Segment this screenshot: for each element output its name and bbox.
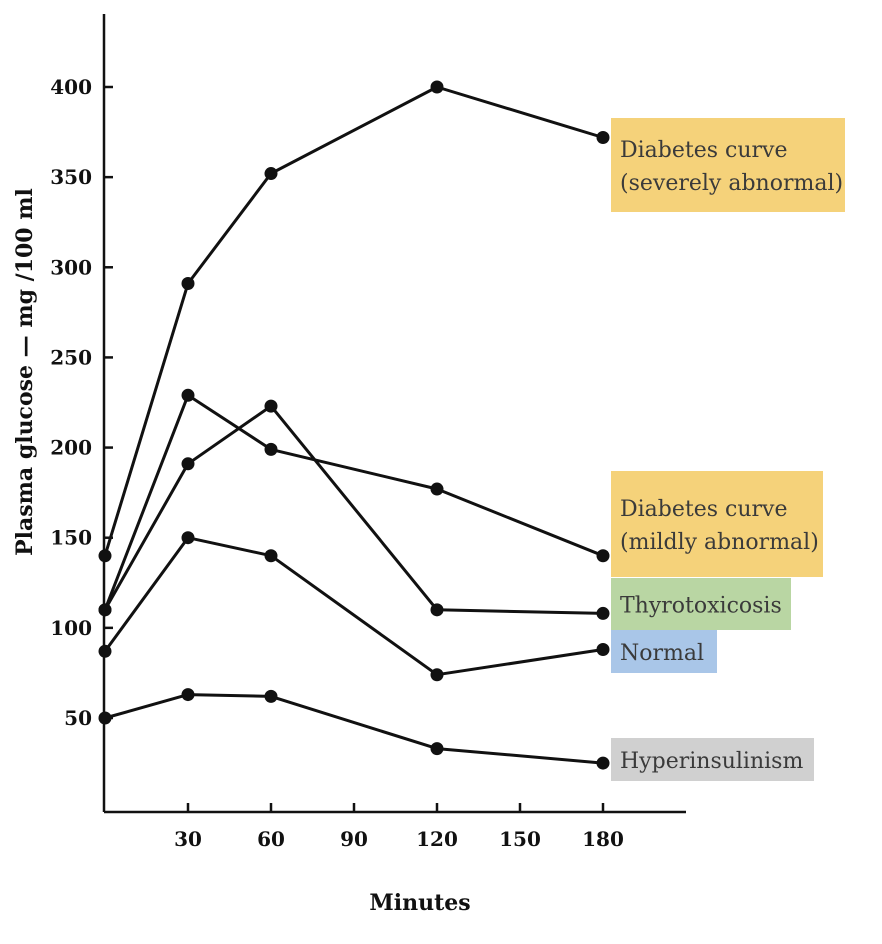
label-highlight (611, 578, 791, 630)
label-highlight (611, 471, 823, 577)
series-severe (98, 80, 610, 563)
series-hyper (98, 688, 610, 770)
series-label-text: (severely abnormal) (620, 171, 843, 196)
label-highlight (611, 118, 845, 212)
label-layer: Diabetes curve(severely abnormal)Diabete… (611, 118, 845, 781)
data-point-hyper (596, 756, 610, 770)
data-point-normal (430, 668, 444, 682)
series-label-text: Diabetes curve (620, 138, 788, 163)
series-mild (98, 388, 610, 617)
y-tick-label: 50 (64, 706, 92, 730)
y-tick-label: 350 (50, 165, 92, 189)
series-line-hyper (104, 693, 604, 765)
data-point-severe (181, 277, 195, 291)
data-point-severe (430, 80, 444, 94)
x-tick-label: 180 (582, 827, 624, 851)
data-point-severe (596, 130, 610, 144)
y-tick-label: 250 (50, 345, 92, 369)
data-point-mild (430, 482, 444, 496)
series-line-mild (103, 393, 604, 611)
series-label-thyro: Thyrotoxicosis (611, 578, 791, 630)
data-point-severe (98, 549, 112, 563)
series-label-hyper: Hyperinsulinism (611, 738, 814, 781)
series-label-text: Hyperinsulinism (620, 749, 803, 774)
label-highlight (611, 630, 717, 673)
x-tick-label: 30 (174, 827, 202, 851)
series-label-mild: Diabetes curve (mildly abnormal) (611, 471, 823, 577)
x-tick-label: 90 (340, 827, 368, 851)
y-tick-label: 400 (50, 75, 92, 99)
y-tick-label: 100 (50, 616, 92, 640)
data-point-thyro (430, 603, 444, 617)
data-point-severe (264, 167, 278, 181)
x-tick-label: 150 (499, 827, 541, 851)
series-label-text: Normal (620, 641, 704, 666)
label-highlight (611, 738, 814, 781)
data-point-normal (596, 642, 610, 656)
x-tick-label: 120 (416, 827, 458, 851)
y-tick-label: 300 (50, 255, 92, 279)
series-label-text: (mildly abnormal) (620, 530, 819, 555)
y-tick-label: 200 (50, 436, 92, 460)
data-point-normal (181, 531, 195, 545)
data-point-hyper (430, 742, 444, 756)
series-thyro (98, 399, 610, 620)
x-axis-title: Minutes (369, 890, 470, 916)
data-point-thyro (181, 457, 195, 471)
y-axis-title: Plasma glucose — mg /100 ml (12, 188, 38, 556)
data-point-normal (98, 644, 112, 658)
data-point-mild (264, 442, 278, 456)
data-point-hyper (181, 688, 195, 702)
series-label-severe: Diabetes curve (severely abnormal) (611, 118, 845, 212)
data-point-thyro (264, 399, 278, 413)
series-label-normal: Normal (611, 630, 717, 673)
y-tick-label: 150 (50, 526, 92, 550)
x-ticks: 30 60 90 120 150 180 (174, 803, 624, 851)
data-point-mild (596, 549, 610, 563)
data-point-mild (181, 388, 195, 402)
axes (102, 14, 686, 814)
series-label-text: Thyrotoxicosis (620, 594, 782, 619)
series-line-severe (103, 85, 604, 557)
series-line-normal (103, 536, 604, 677)
data-point-normal (264, 549, 278, 563)
series-label-text: Diabetes curve (620, 497, 788, 522)
data-point-hyper (98, 711, 112, 725)
series-line-thyro (103, 404, 604, 615)
series-normal (98, 531, 610, 682)
y-ticks: 50 100 150 200 250 300 350 400 (50, 75, 113, 730)
data-point-thyro (98, 603, 112, 617)
data-point-thyro (596, 606, 610, 620)
series-layer (98, 80, 610, 770)
data-point-hyper (264, 689, 278, 703)
x-tick-label: 60 (257, 827, 285, 851)
